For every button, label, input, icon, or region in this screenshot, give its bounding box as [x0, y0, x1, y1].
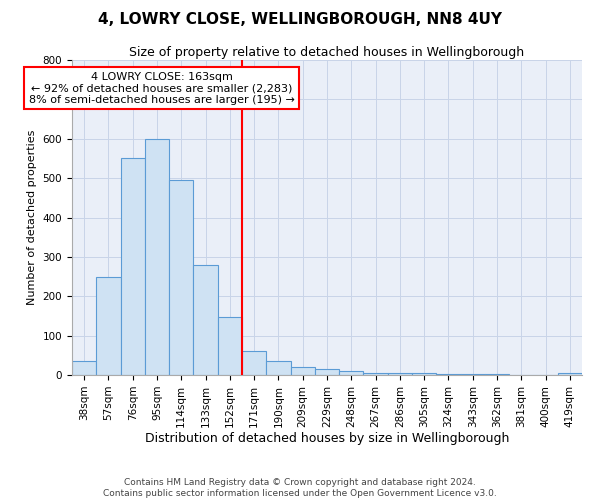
Bar	[412, 374, 436, 375]
Bar	[485, 374, 509, 375]
Bar	[169, 180, 193, 375]
Bar	[121, 158, 145, 375]
Bar	[145, 138, 169, 375]
Bar	[72, 361, 96, 375]
X-axis label: Distribution of detached houses by size in Wellingborough: Distribution of detached houses by size …	[145, 432, 509, 446]
Bar	[364, 373, 388, 375]
Bar	[290, 367, 315, 375]
Bar	[315, 369, 339, 375]
Text: Contains HM Land Registry data © Crown copyright and database right 2024.
Contai: Contains HM Land Registry data © Crown c…	[103, 478, 497, 498]
Bar	[339, 371, 364, 375]
Title: Size of property relative to detached houses in Wellingborough: Size of property relative to detached ho…	[130, 46, 524, 59]
Bar	[558, 373, 582, 375]
Bar	[266, 361, 290, 375]
Bar	[96, 276, 121, 375]
Text: 4, LOWRY CLOSE, WELLINGBOROUGH, NN8 4UY: 4, LOWRY CLOSE, WELLINGBOROUGH, NN8 4UY	[98, 12, 502, 28]
Bar	[193, 265, 218, 375]
Y-axis label: Number of detached properties: Number of detached properties	[27, 130, 37, 305]
Bar	[242, 352, 266, 375]
Text: 4 LOWRY CLOSE: 163sqm
← 92% of detached houses are smaller (2,283)
8% of semi-de: 4 LOWRY CLOSE: 163sqm ← 92% of detached …	[29, 72, 295, 105]
Bar	[218, 316, 242, 375]
Bar	[461, 374, 485, 375]
Bar	[388, 373, 412, 375]
Bar	[436, 374, 461, 375]
